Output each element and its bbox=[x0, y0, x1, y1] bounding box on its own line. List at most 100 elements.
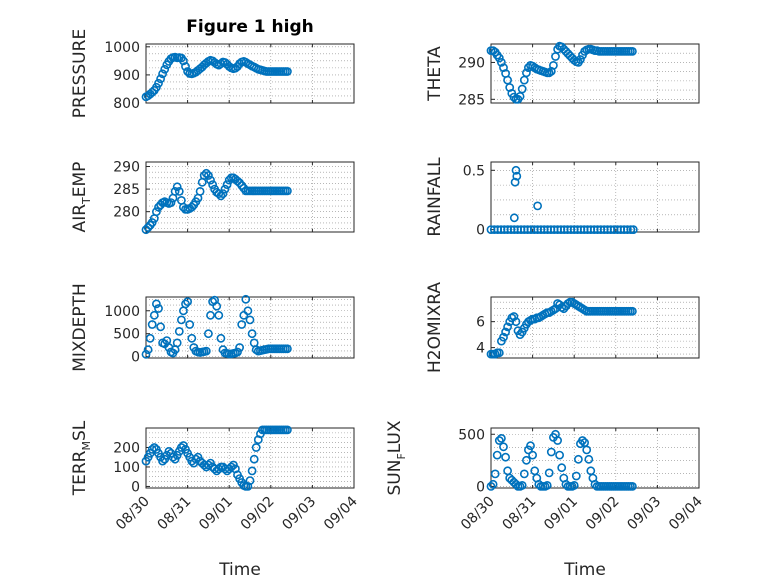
data-point bbox=[166, 198, 176, 207]
data-point bbox=[237, 320, 247, 329]
data-point bbox=[170, 186, 180, 196]
data-point bbox=[486, 481, 496, 491]
data-point bbox=[203, 329, 213, 339]
data-point bbox=[517, 84, 527, 94]
data-point bbox=[201, 168, 211, 178]
data-point bbox=[206, 310, 215, 320]
y-tick-label: 280 bbox=[113, 205, 140, 221]
series-markers bbox=[486, 297, 637, 359]
data-point bbox=[208, 180, 217, 189]
data-point bbox=[241, 294, 251, 304]
subplot-4: 0 0.5 RAINFALL bbox=[425, 157, 700, 239]
data-point bbox=[522, 455, 531, 465]
data-point bbox=[490, 469, 500, 479]
data-point bbox=[218, 189, 228, 198]
y-tick-label: 0 bbox=[476, 223, 485, 239]
y-tick-label: 1000 bbox=[104, 40, 140, 56]
data-point bbox=[628, 306, 637, 316]
data-point bbox=[623, 225, 632, 234]
data-point bbox=[195, 186, 205, 196]
data-point bbox=[576, 55, 585, 64]
series-markers bbox=[141, 294, 292, 359]
data-point bbox=[187, 456, 197, 466]
plot-area bbox=[490, 161, 700, 233]
data-point bbox=[168, 452, 178, 462]
data-point bbox=[143, 345, 153, 355]
data-point bbox=[546, 447, 556, 457]
data-point bbox=[282, 425, 292, 435]
y-tick-label: 285 bbox=[113, 182, 140, 198]
data-point bbox=[214, 189, 224, 198]
data-point bbox=[149, 443, 159, 452]
data-point bbox=[174, 326, 184, 336]
data-point bbox=[149, 310, 159, 320]
data-point bbox=[203, 460, 213, 470]
y-tick-label: 200 bbox=[113, 440, 140, 456]
data-point bbox=[176, 443, 186, 452]
data-point bbox=[628, 225, 638, 234]
data-point bbox=[214, 310, 224, 320]
data-point bbox=[187, 333, 197, 343]
data-point bbox=[544, 468, 554, 478]
data-point bbox=[187, 202, 197, 212]
y-axis-label: THETA bbox=[425, 46, 445, 102]
data-point bbox=[555, 450, 564, 460]
data-point bbox=[174, 186, 184, 196]
data-point bbox=[578, 436, 587, 445]
data-point bbox=[216, 191, 226, 201]
data-point bbox=[553, 436, 562, 445]
y-tick-label: 6 bbox=[476, 315, 485, 331]
data-point bbox=[542, 480, 552, 490]
data-point bbox=[185, 320, 195, 329]
data-point bbox=[582, 445, 592, 455]
data-point bbox=[282, 344, 292, 354]
data-point bbox=[172, 338, 182, 348]
data-point bbox=[160, 64, 170, 74]
data-point bbox=[569, 480, 579, 490]
data-point bbox=[524, 63, 533, 72]
y-tick-label: 0.5 bbox=[463, 163, 485, 179]
data-point bbox=[235, 343, 244, 352]
data-point bbox=[501, 452, 510, 462]
y-tick-label: 290 bbox=[113, 160, 140, 176]
data-point bbox=[147, 320, 157, 329]
y-tick-label: 285 bbox=[458, 92, 485, 108]
data-point bbox=[571, 471, 581, 481]
y-tick-label: 500 bbox=[113, 327, 140, 343]
data-point bbox=[151, 207, 161, 217]
data-point bbox=[492, 450, 502, 460]
data-point bbox=[147, 444, 157, 454]
y-tick-label: 0 bbox=[476, 479, 485, 495]
data-point bbox=[496, 433, 506, 443]
data-point bbox=[499, 442, 508, 452]
data-point bbox=[147, 87, 157, 97]
data-point bbox=[226, 462, 236, 472]
data-point bbox=[247, 466, 257, 476]
data-point bbox=[494, 53, 504, 63]
data-point bbox=[503, 322, 512, 332]
data-point bbox=[584, 454, 594, 464]
data-point bbox=[156, 74, 165, 84]
x-axis-label: Time bbox=[563, 560, 606, 580]
data-point bbox=[628, 481, 637, 491]
data-point bbox=[533, 201, 542, 211]
series-markers bbox=[141, 52, 292, 102]
y-tick-label: 1000 bbox=[104, 304, 140, 320]
data-point bbox=[249, 454, 259, 464]
data-point bbox=[519, 469, 529, 479]
series-markers bbox=[486, 165, 638, 234]
data-point bbox=[496, 58, 506, 67]
subplot-6: 4 6 H2OMIXRA bbox=[425, 282, 700, 373]
data-point bbox=[628, 47, 637, 56]
data-point bbox=[243, 306, 253, 316]
plot-area bbox=[490, 427, 700, 489]
data-point bbox=[524, 445, 533, 455]
series-markers bbox=[486, 41, 637, 104]
data-point bbox=[151, 299, 161, 309]
series-markers bbox=[141, 425, 292, 491]
data-point bbox=[574, 454, 583, 464]
y-axis-label: RAINFALL bbox=[425, 157, 445, 237]
data-point bbox=[158, 456, 167, 466]
y-tick-label: 0 bbox=[131, 350, 140, 366]
